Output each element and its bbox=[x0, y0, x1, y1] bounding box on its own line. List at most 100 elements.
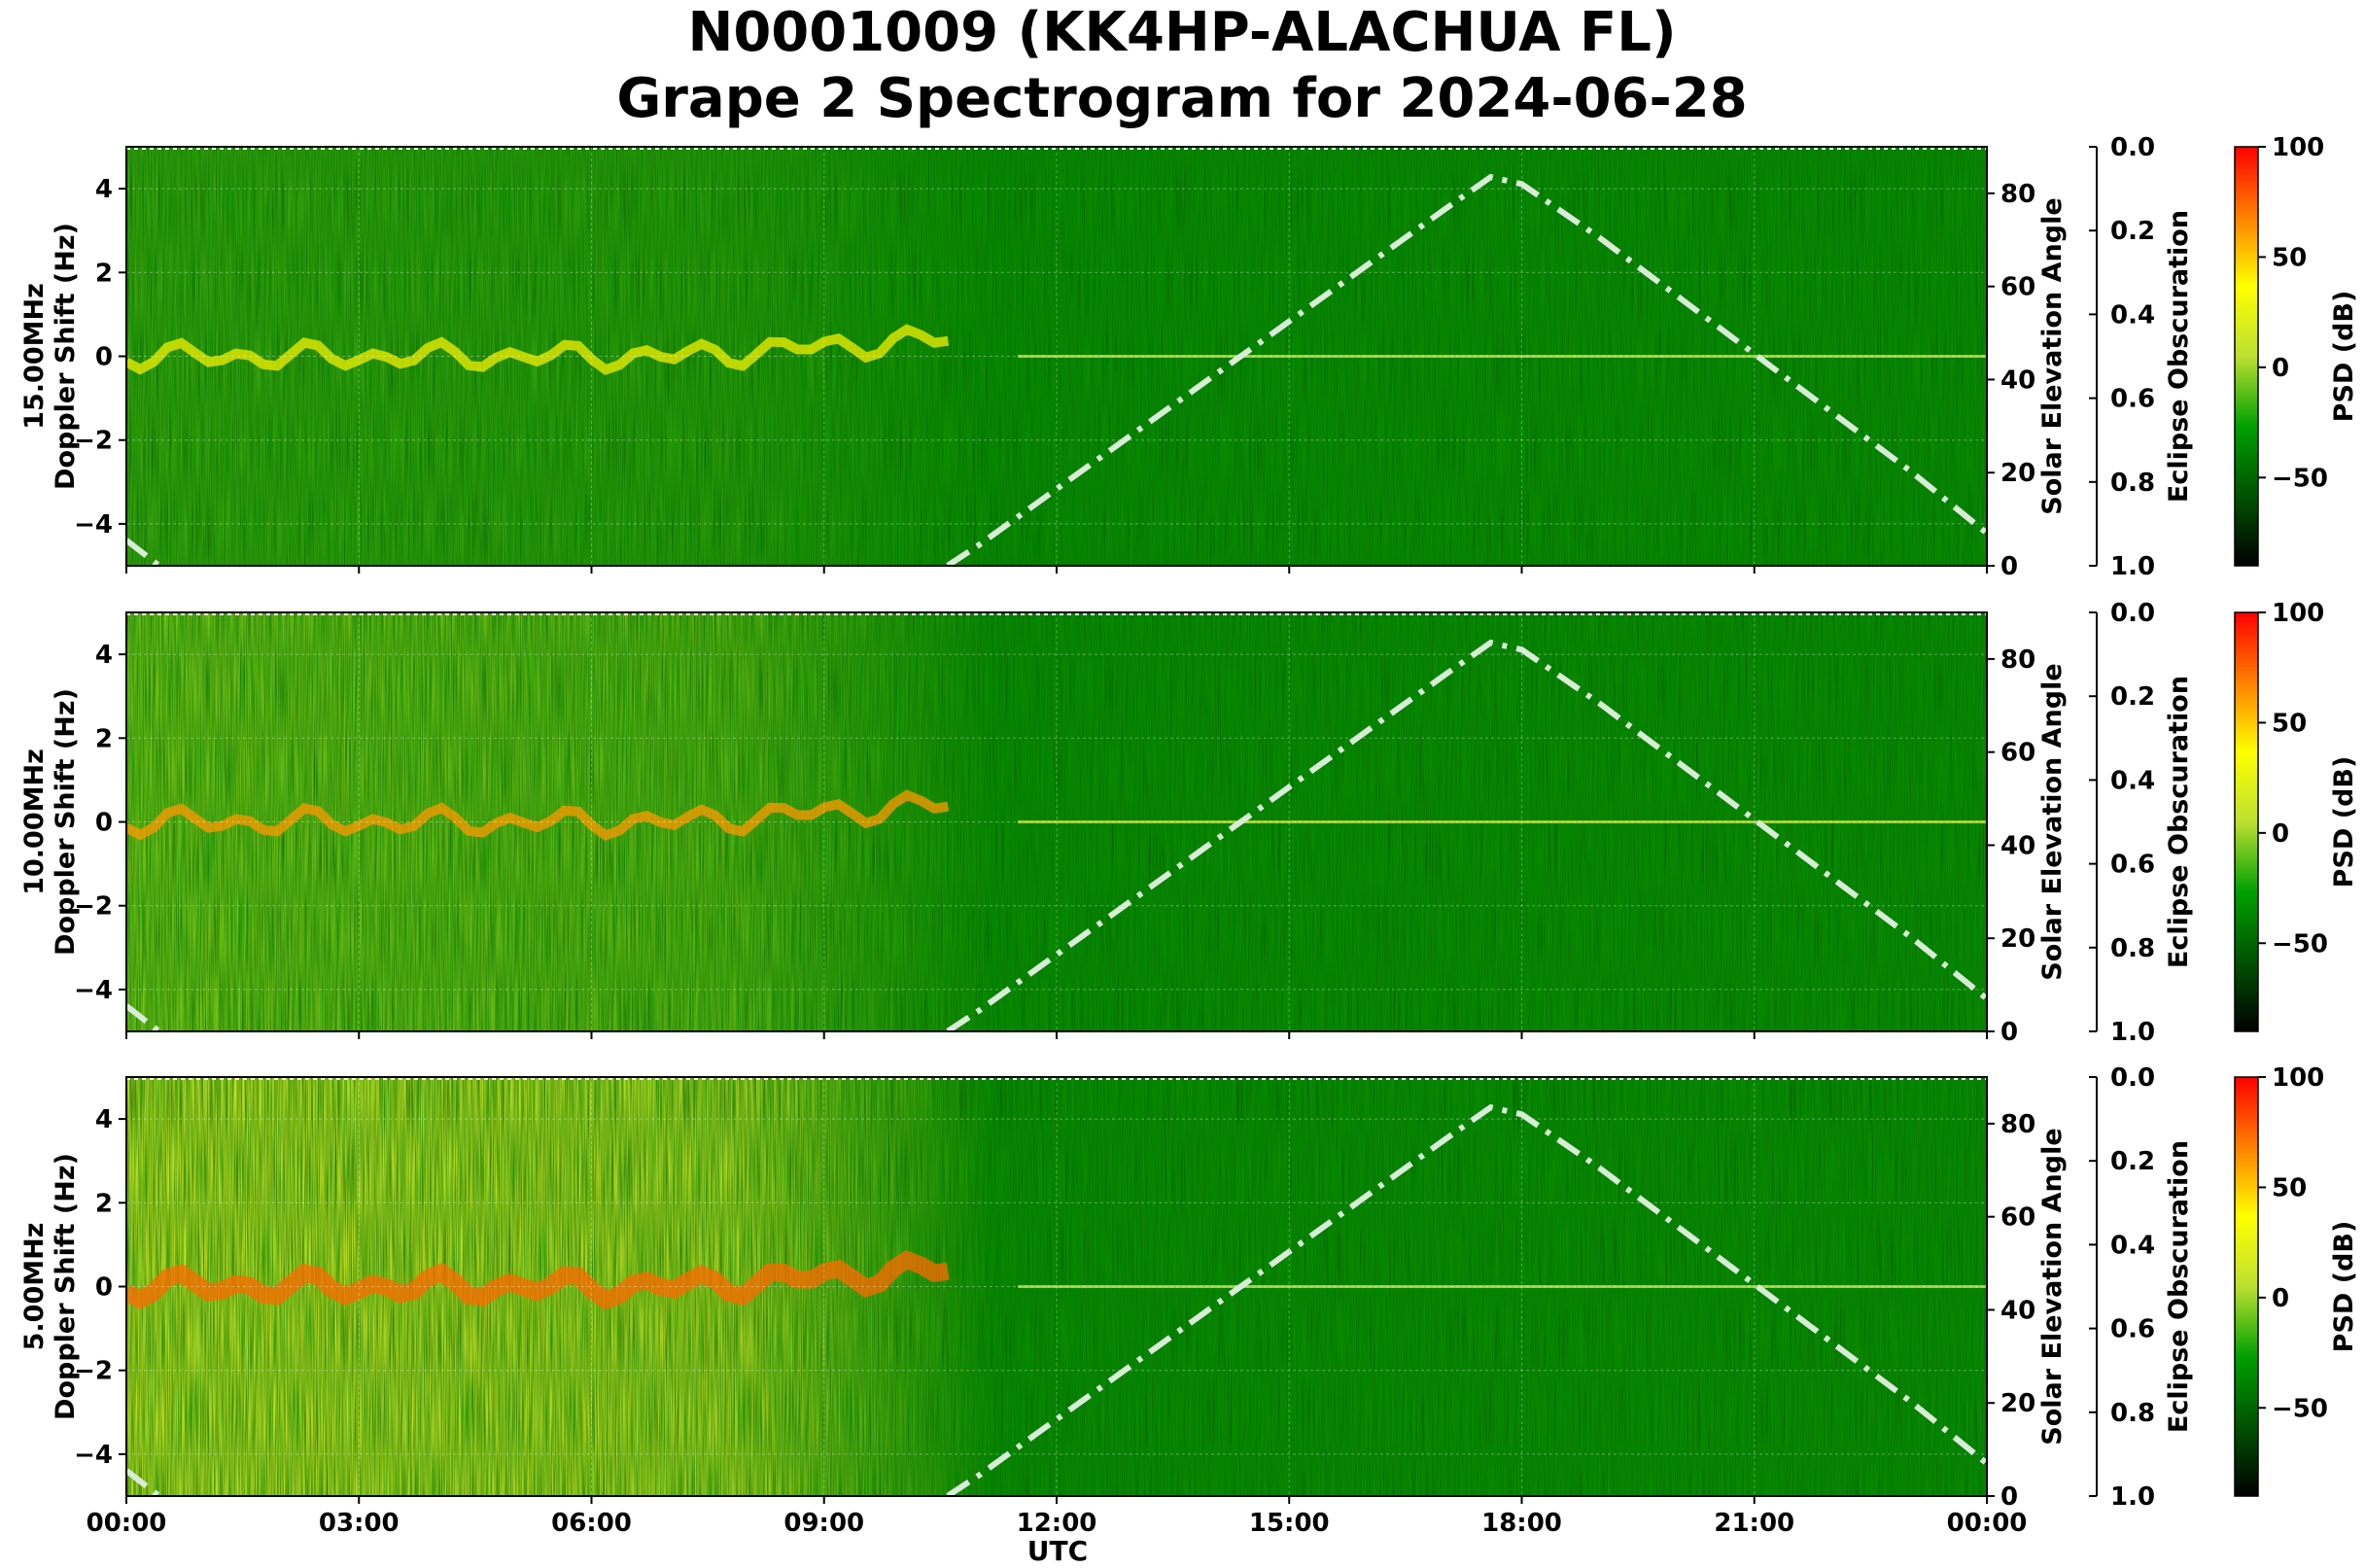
y-tick-label: 0 bbox=[95, 343, 113, 372]
panel-frame bbox=[125, 611, 1988, 1032]
solar-tick-label: 20 bbox=[2000, 459, 2035, 488]
y-axis-label: 5.00MHz Doppler Shift (Hz) bbox=[19, 1153, 81, 1420]
solar-axis-label-text: Solar Elevation Angle bbox=[2037, 1128, 2068, 1445]
colorbar-label: PSD (dB) bbox=[2329, 756, 2359, 889]
x-tick-label: 09:00 bbox=[783, 1509, 864, 1538]
eclipse-tick-label: 1.0 bbox=[2110, 1018, 2155, 1047]
y-axis-label: 10.00MHz Doppler Shift (Hz) bbox=[19, 688, 81, 956]
colorbar-label-text: PSD (dB) bbox=[2329, 756, 2359, 889]
colorbar bbox=[2234, 1076, 2259, 1497]
y-tick-label: −2 bbox=[74, 427, 113, 456]
solar-tick-label: 20 bbox=[2000, 1389, 2035, 1418]
x-tick-label: 18:00 bbox=[1481, 1509, 1562, 1538]
y-axis-label-line: 15.00MHz bbox=[19, 283, 50, 430]
colorbar-label: PSD (dB) bbox=[2329, 1221, 2359, 1353]
y-axis-label-line: 5.00MHz bbox=[19, 1223, 50, 1351]
colorbar bbox=[2234, 146, 2259, 567]
eclipse-tick-label: 0.4 bbox=[2110, 1231, 2155, 1260]
panel-frame bbox=[125, 1076, 1988, 1497]
solar-axis-label-text: Solar Elevation Angle bbox=[2037, 663, 2068, 980]
panel-frame bbox=[125, 146, 1988, 567]
solar-tick-label: 40 bbox=[2000, 1296, 2035, 1325]
colorbar-tick-label: 0 bbox=[2272, 1284, 2289, 1313]
y-tick-label: 4 bbox=[95, 641, 113, 670]
panel-2: 420−2−45.00MHz Doppler Shift (Hz)02040608… bbox=[19, 1063, 2359, 1512]
eclipse-tick-label: 0.6 bbox=[2110, 1315, 2155, 1344]
solar-tick-label: 80 bbox=[2000, 645, 2035, 675]
chart-title: N0001009 (KK4HP-ALACHUA FL) bbox=[687, 1, 1676, 64]
y-tick-label: 2 bbox=[95, 724, 113, 753]
x-tick-label: 12:00 bbox=[1017, 1509, 1097, 1538]
solar-elevation-line bbox=[126, 1103, 1987, 1496]
y-tick-label: 4 bbox=[95, 1105, 113, 1134]
solar-tick-label: 60 bbox=[2000, 1203, 2035, 1233]
y-tick-label: −4 bbox=[74, 1441, 113, 1470]
eclipse-tick-label: 1.0 bbox=[2110, 552, 2155, 581]
colorbar-tick-label: −50 bbox=[2272, 929, 2328, 958]
panel-0: 420−2−415.00MHz Doppler Shift (Hz)0204060… bbox=[19, 133, 2359, 581]
y-axis-label: 15.00MHz Doppler Shift (Hz) bbox=[19, 223, 81, 490]
eclipse-tick-label: 0.2 bbox=[2110, 1147, 2155, 1176]
eclipse-axis-label: Eclipse Obscuration bbox=[2164, 676, 2194, 968]
solar-axis-label: Solar Elevation Angle bbox=[2037, 1128, 2068, 1445]
x-tick-label: 00:00 bbox=[1947, 1509, 2028, 1538]
y-tick-label: 0 bbox=[95, 809, 113, 838]
x-tick-label: 00:00 bbox=[87, 1509, 167, 1538]
doppler-trace bbox=[126, 1249, 950, 1310]
doppler-trace bbox=[126, 324, 950, 375]
solar-elevation-line bbox=[126, 173, 1987, 566]
colorbar-tick-label: 50 bbox=[2272, 1173, 2307, 1202]
eclipse-axis-label-text: Eclipse Obscuration bbox=[2164, 1140, 2194, 1433]
solar-tick-label: 60 bbox=[2000, 739, 2035, 768]
eclipse-tick-label: 0.4 bbox=[2110, 766, 2155, 795]
y-tick-label: 0 bbox=[95, 1273, 113, 1303]
colorbar bbox=[2234, 611, 2259, 1032]
x-tick-label: 03:00 bbox=[319, 1509, 400, 1538]
solar-elevation-line bbox=[126, 639, 1987, 1031]
solar-tick-label: 60 bbox=[2000, 273, 2035, 302]
eclipse-axis-label-text: Eclipse Obscuration bbox=[2164, 210, 2194, 503]
y-axis-label-line: Doppler Shift (Hz) bbox=[51, 688, 81, 956]
colorbar-tick-label: 100 bbox=[2272, 599, 2324, 628]
eclipse-axis-label: Eclipse Obscuration bbox=[2164, 1140, 2194, 1433]
solar-tick-label: 40 bbox=[2000, 831, 2035, 860]
eclipse-tick-label: 0.4 bbox=[2110, 300, 2155, 330]
eclipse-tick-label: 0.2 bbox=[2110, 682, 2155, 712]
solar-axis-label: Solar Elevation Angle bbox=[2037, 663, 2068, 980]
colorbar-tick-label: 50 bbox=[2272, 709, 2307, 738]
colorbar-label-text: PSD (dB) bbox=[2329, 291, 2359, 423]
eclipse-tick-label: 0.8 bbox=[2110, 934, 2155, 963]
eclipse-tick-label: 0.8 bbox=[2110, 469, 2155, 498]
solar-tick-label: 0 bbox=[2000, 1482, 2018, 1512]
colorbar-tick-label: 0 bbox=[2272, 819, 2289, 849]
y-tick-label: 4 bbox=[95, 175, 113, 204]
solar-axis-label-text: Solar Elevation Angle bbox=[2037, 197, 2068, 514]
eclipse-tick-label: 0.6 bbox=[2110, 851, 2155, 880]
colorbar-tick-label: 100 bbox=[2272, 1063, 2324, 1093]
panel-1: 420−2−410.00MHz Doppler Shift (Hz)0204060… bbox=[19, 599, 2359, 1047]
chart-subtitle: Grape 2 Spectrogram for 2024-06-28 bbox=[616, 67, 1747, 130]
solar-tick-label: 0 bbox=[2000, 1018, 2018, 1047]
eclipse-tick-label: 0.2 bbox=[2110, 217, 2155, 246]
eclipse-tick-label: 0.0 bbox=[2110, 1063, 2155, 1093]
colorbar-tick-label: 100 bbox=[2272, 133, 2324, 162]
y-axis-label-line: 10.00MHz bbox=[19, 749, 50, 895]
solar-tick-label: 40 bbox=[2000, 366, 2035, 395]
colorbar-tick-label: 50 bbox=[2272, 243, 2307, 272]
colorbar-label-text: PSD (dB) bbox=[2329, 1221, 2359, 1353]
y-tick-label: 2 bbox=[95, 1189, 113, 1218]
panels-group: 420−2−415.00MHz Doppler Shift (Hz)0204060… bbox=[19, 133, 2359, 1512]
eclipse-tick-label: 0.8 bbox=[2110, 1399, 2155, 1428]
y-tick-label: −4 bbox=[74, 510, 113, 540]
solar-tick-label: 0 bbox=[2000, 552, 2018, 581]
colorbar-tick-label: −50 bbox=[2272, 1394, 2328, 1423]
y-axis-label-line: Doppler Shift (Hz) bbox=[51, 1153, 81, 1420]
x-tick-label: 21:00 bbox=[1714, 1509, 1794, 1538]
y-tick-label: −2 bbox=[74, 1357, 113, 1386]
eclipse-tick-label: 0.0 bbox=[2110, 133, 2155, 162]
y-tick-label: 2 bbox=[95, 259, 113, 288]
x-axis: 00:00 03:00 06:00 09:00 12:00 15:00 18:00 21:00… bbox=[87, 1509, 2028, 1538]
colorbar-label: PSD (dB) bbox=[2329, 291, 2359, 423]
eclipse-tick-label: 1.0 bbox=[2110, 1482, 2155, 1512]
